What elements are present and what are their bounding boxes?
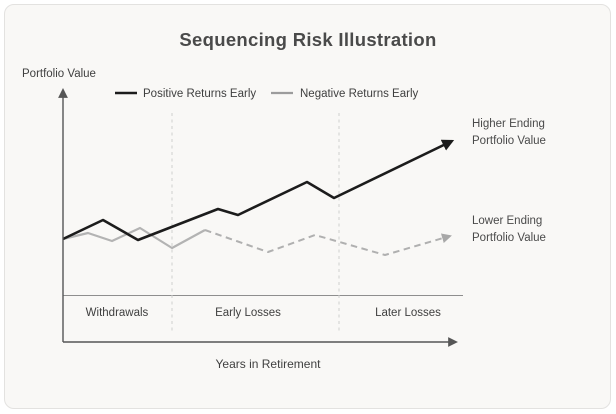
- legend-label-negative: Negative Returns Early: [300, 88, 418, 100]
- y-axis-label: Portfolio Value: [22, 68, 96, 80]
- series-positive: [62, 139, 455, 242]
- region-label-later-losses: Later Losses: [375, 307, 441, 319]
- annotation-higher-line2: Portfolio Value: [472, 135, 546, 147]
- annotation-lower-line1: Lower Ending: [472, 215, 542, 227]
- chart-lines-layer: [58, 88, 463, 347]
- chart-title: Sequencing Risk Illustration: [179, 29, 436, 50]
- annotation-lower-line2: Portfolio Value: [472, 232, 546, 244]
- annotation-higher-line1: Higher Ending: [472, 118, 545, 130]
- region-label-early-losses: Early Losses: [215, 307, 281, 319]
- legend-label-positive: Positive Returns Early: [143, 88, 256, 100]
- series-negative-dashed: [204, 229, 452, 256]
- x-axis-label: Years in Retirement: [216, 357, 322, 371]
- region-label-withdrawals: Withdrawals: [86, 307, 149, 319]
